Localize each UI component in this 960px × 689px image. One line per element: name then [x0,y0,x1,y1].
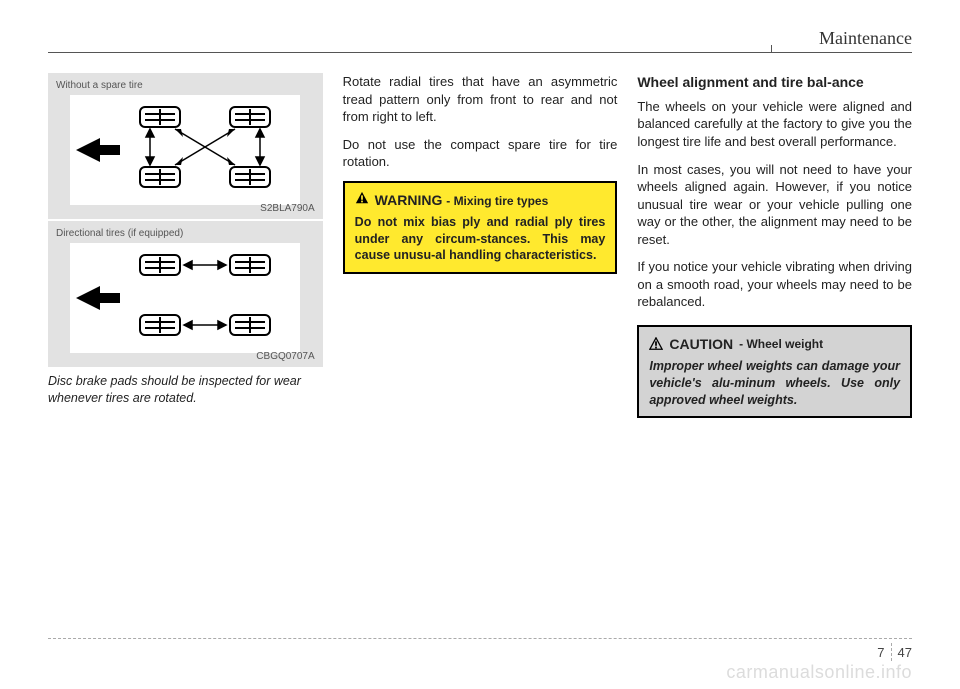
figure1-code: S2BLA790A [260,202,315,216]
col2-p1: Rotate radial tires that have an asymmet… [343,73,618,126]
page-footer: 7 47 [48,638,912,661]
caution-icon [649,337,663,351]
warning-icon [355,191,369,205]
page-number: 47 [898,645,912,660]
section-title: Maintenance [819,28,912,48]
figure-without-spare: Without a spare tire [48,73,323,219]
chapter-number: 7 [877,645,884,660]
caution-subtitle: - Wheel weight [739,336,823,352]
rotation-diagram-straight [70,243,300,353]
column-left: Without a spare tire [48,73,323,418]
header-tick [771,45,772,53]
figure-caption: Disc brake pads should be inspected for … [48,373,323,407]
column-right: Wheel alignment and tire bal-ance The wh… [637,73,912,418]
figure-directional: Directional tires (if equipped) [48,221,323,367]
figure2-label: Directional tires (if equipped) [56,227,315,241]
col3-p3: If you notice your vehicle vibrating whe… [637,258,912,311]
header-rule [48,52,912,53]
col3-p2: In most cases, you will not need to have… [637,161,912,249]
watermark: carmanualsonline.info [726,662,912,683]
warning-box: WARNING - Mixing tire types Do not mix b… [343,181,618,275]
warning-subtitle: - Mixing tire types [446,194,548,208]
figure1-label: Without a spare tire [56,79,315,93]
caution-body: Improper wheel weights can damage your v… [649,358,900,409]
figure2-code: CBGQ0707A [256,350,314,364]
column-middle: Rotate radial tires that have an asymmet… [343,73,618,418]
col3-p1: The wheels on your vehicle were aligned … [637,98,912,151]
caution-box: CAUTION - Wheel weight Improper wheel we… [637,325,912,419]
caution-title: CAUTION [669,335,733,354]
warning-body: Do not mix bias ply and radial ply tires… [355,214,606,265]
warning-title: WARNING [375,192,443,208]
footer-separator [891,643,892,661]
rotation-diagram-cross [70,95,300,205]
col2-p2: Do not use the compact spare tire for ti… [343,136,618,171]
col3-heading: Wheel alignment and tire bal-ance [637,73,912,92]
